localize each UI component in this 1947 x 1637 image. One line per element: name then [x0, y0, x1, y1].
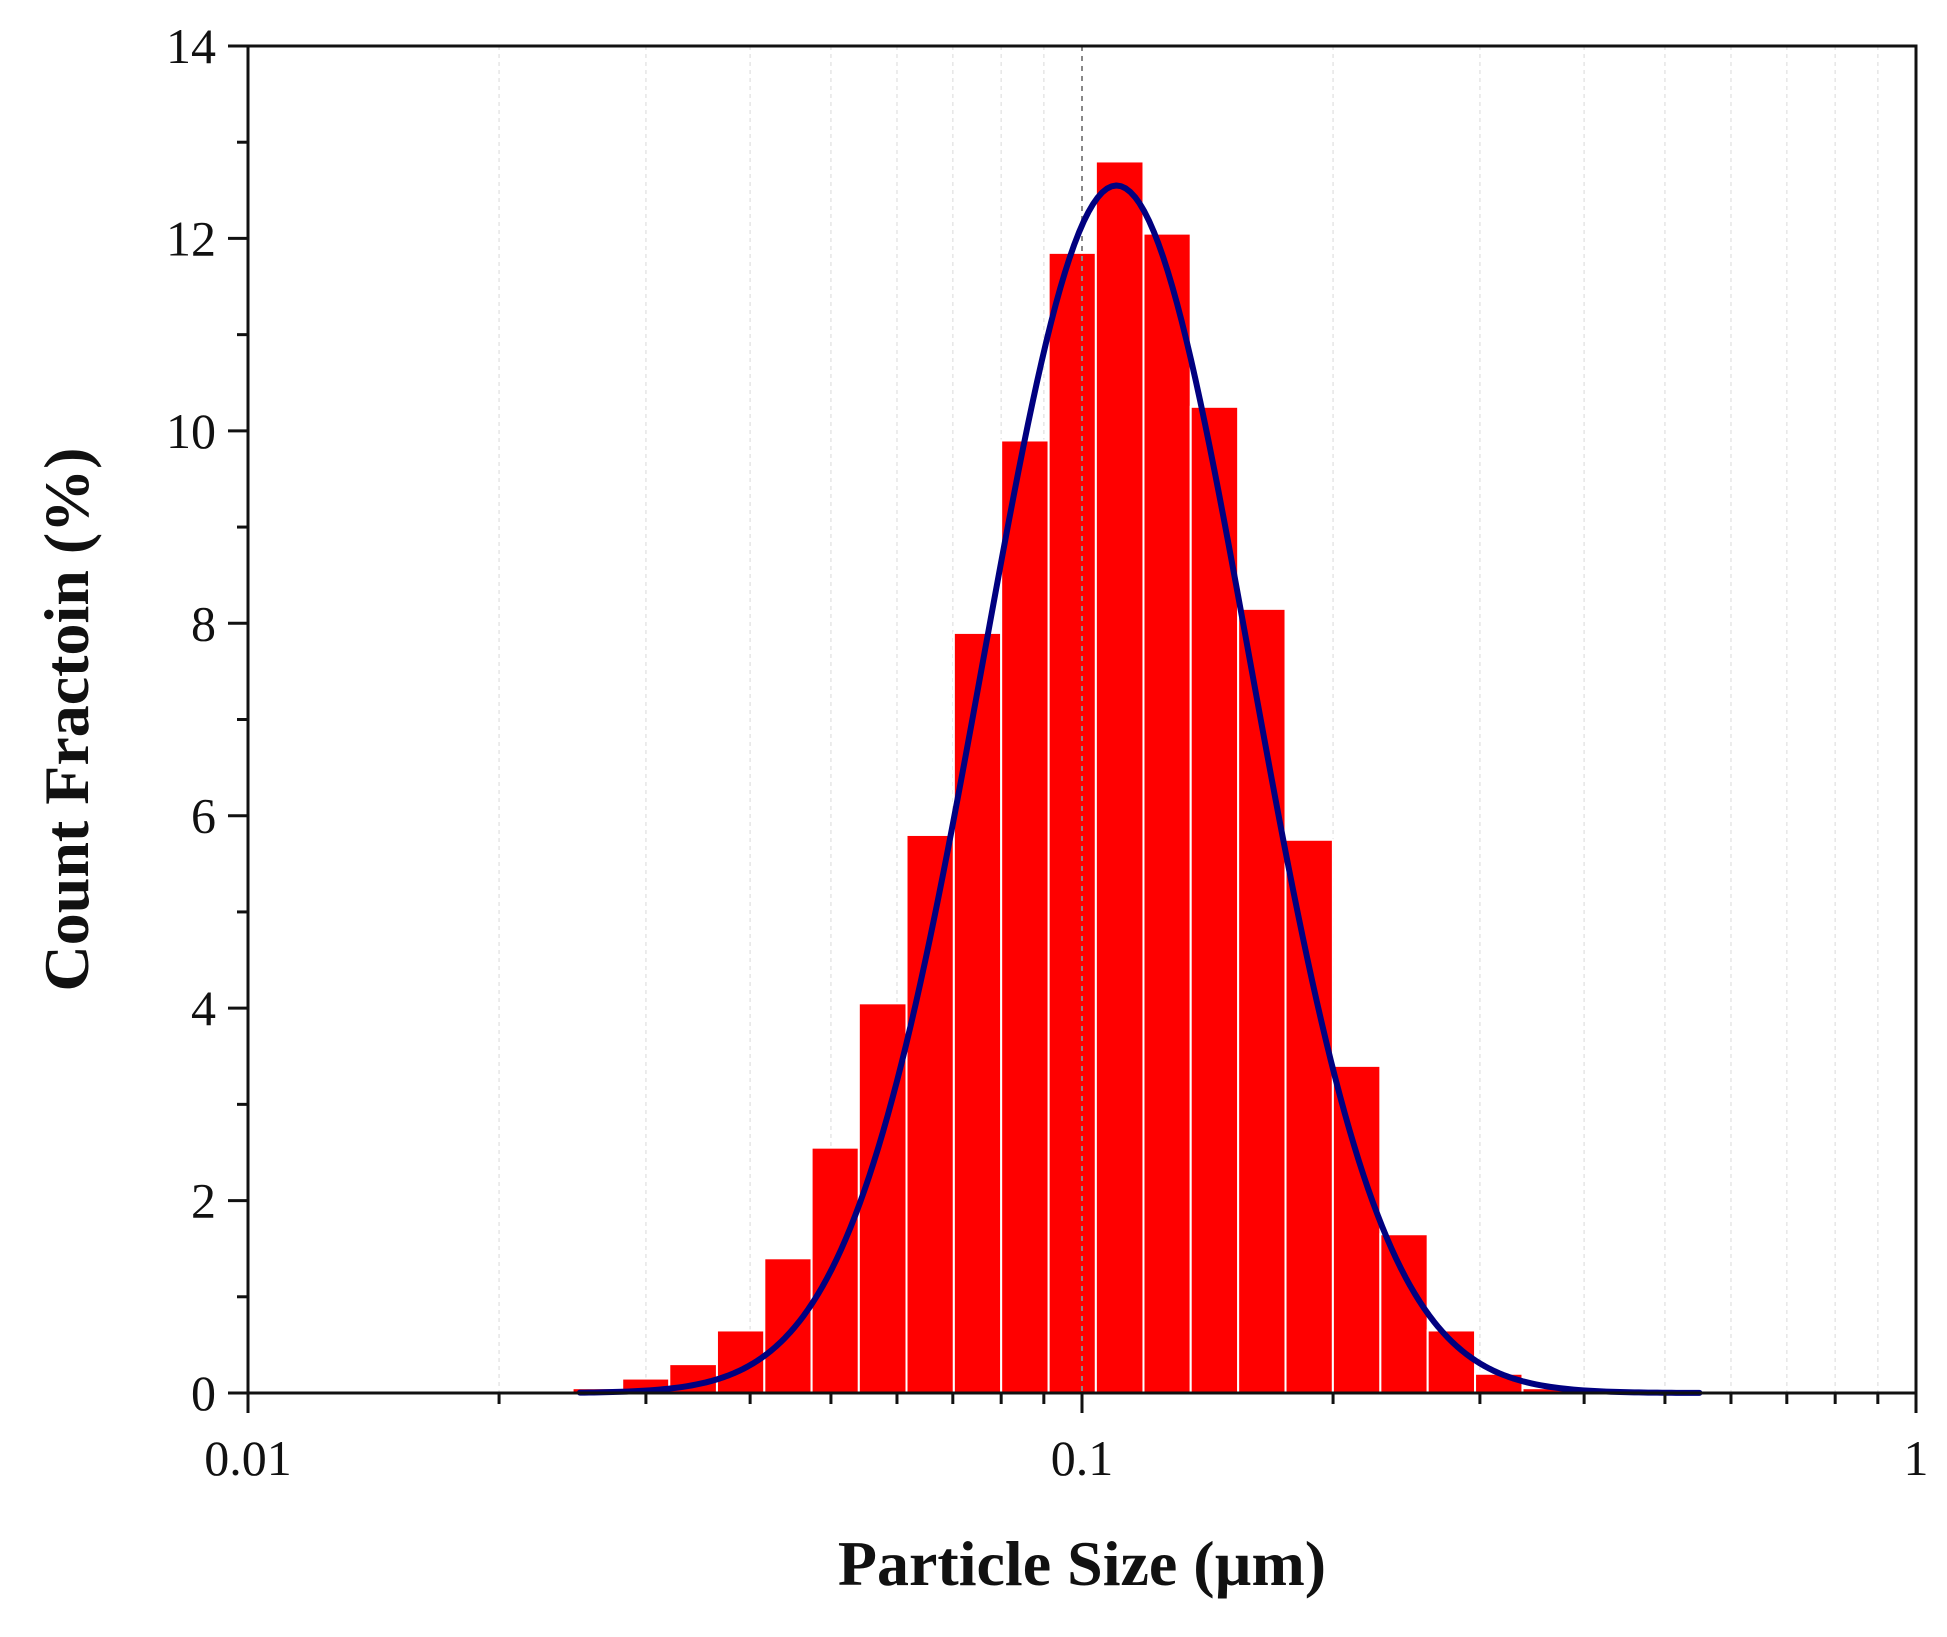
histogram-bar: [1379, 1233, 1429, 1395]
histogram-bar: [763, 1257, 813, 1395]
x-axis-title: Particle Size (µm): [838, 1528, 1326, 1599]
y-axis-title: Count Fractoin (%): [31, 448, 102, 992]
x-tick-label: 1: [1904, 1430, 1929, 1486]
x-tick-labels: 0.01 0.1 1: [204, 1430, 1928, 1486]
x-tick-label: 0.01: [204, 1430, 292, 1486]
histogram-bar: [1331, 1064, 1382, 1395]
histogram-bar: [905, 833, 955, 1394]
histogram-bar: [810, 1146, 860, 1394]
x-tick-label: 0.1: [1051, 1430, 1114, 1486]
y-tick-label: 6: [191, 788, 216, 844]
y-tick-label: 10: [166, 403, 216, 459]
y-tick-label: 12: [166, 210, 216, 266]
y-tick-labels: 0 2 4 6 8 10 12 14: [166, 18, 216, 1421]
histogram-bar: [1000, 439, 1050, 1394]
histogram-bar: [1142, 232, 1192, 1395]
histogram-bar: [1094, 160, 1145, 1394]
grid-lines: [498, 46, 1879, 1393]
histogram-bar: [952, 631, 1003, 1394]
y-tick-label: 0: [191, 1365, 216, 1421]
y-tick-label: 4: [191, 980, 216, 1036]
histogram-bar: [1284, 838, 1334, 1394]
axis-ticks: [228, 44, 1918, 1413]
lognormal-fit-curve: [576, 182, 1703, 1396]
y-tick-label: 8: [191, 595, 216, 651]
histogram-bars: [571, 160, 1571, 1395]
y-tick-label: 2: [191, 1173, 216, 1229]
histogram-bar: [1047, 251, 1097, 1394]
y-tick-label: 14: [166, 18, 216, 74]
